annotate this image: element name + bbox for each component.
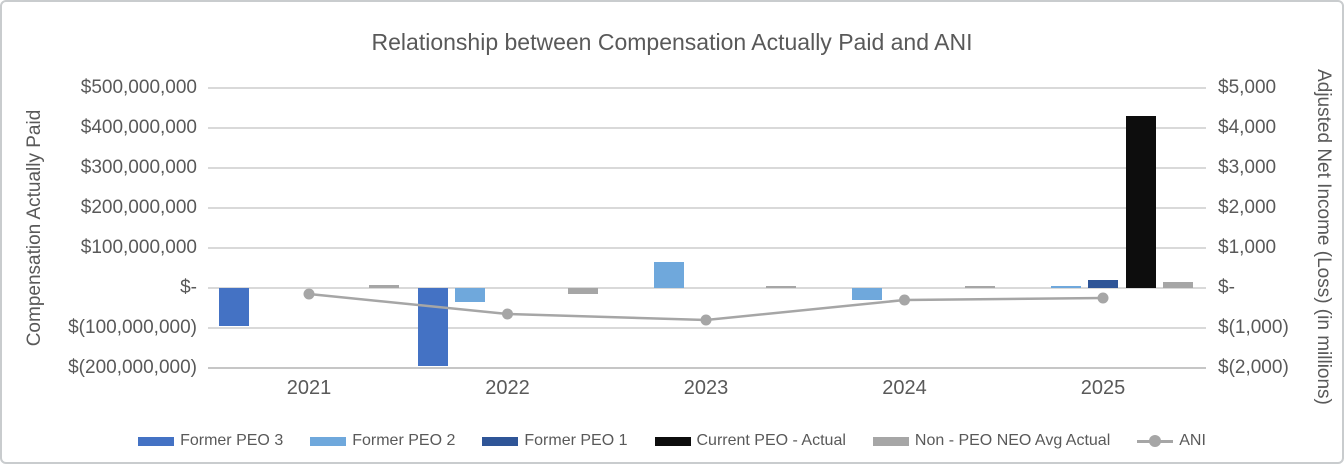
legend-item-ani: ANI [1137,432,1206,450]
legend-label: Former PEO 1 [524,432,627,450]
legend-bar-swatch [482,437,518,446]
legend-item-former-peo-2: Former PEO 2 [310,432,455,450]
ani-marker [899,295,910,306]
ani-marker [701,315,712,326]
ani-marker [502,309,513,320]
left-axis-tick: $- [32,277,197,299]
chart-title: Relationship between Compensation Actual… [2,29,1342,56]
legend-item-non-peo-neo-avg-actual: Non - PEO NEO Avg Actual [873,432,1110,450]
plot-area [208,88,1206,368]
left-axis-tick: $(100,000,000) [32,317,197,339]
legend-bar-swatch [138,437,174,446]
legend-label: Current PEO - Actual [697,432,846,450]
ani-marker [304,289,315,300]
right-axis-tick: $2,000 [1218,197,1338,219]
chart-canvas: Relationship between Compensation Actual… [0,0,1344,464]
left-axis-tick: $100,000,000 [32,237,197,259]
x-axis-label-2023: 2023 [661,377,751,400]
legend-label: Former PEO 3 [180,432,283,450]
left-axis-tick: $300,000,000 [32,157,197,179]
legend-line-swatch [1137,435,1173,447]
legend-label: Non - PEO NEO Avg Actual [915,432,1110,450]
legend-label: ANI [1179,432,1206,450]
right-axis-tick: $1,000 [1218,237,1338,259]
right-axis-tick: $- [1218,277,1338,299]
left-axis-tick: $200,000,000 [32,197,197,219]
right-axis-tick: $4,000 [1218,117,1338,139]
legend-line-marker [1149,435,1161,447]
right-axis-tick: $(2,000) [1218,357,1338,379]
x-axis-label-2024: 2024 [860,377,950,400]
legend-bar-swatch [873,437,909,446]
legend-label: Former PEO 2 [352,432,455,450]
right-axis-tick: $(1,000) [1218,317,1338,339]
left-axis-tick: $500,000,000 [32,77,197,99]
ani-line-series [208,88,1206,368]
legend-item-current-peo-actual: Current PEO - Actual [655,432,846,450]
legend-bar-swatch [310,437,346,446]
right-axis-tick: $5,000 [1218,77,1338,99]
x-axis-label-2025: 2025 [1058,377,1148,400]
legend-bar-swatch [655,437,691,446]
x-axis-label-2022: 2022 [463,377,553,400]
left-axis-tick: $400,000,000 [32,117,197,139]
legend-item-former-peo-1: Former PEO 1 [482,432,627,450]
legend-item-former-peo-3: Former PEO 3 [138,432,283,450]
ani-marker [1098,293,1109,304]
right-axis-tick: $3,000 [1218,157,1338,179]
left-axis-tick: $(200,000,000) [32,357,197,379]
legend: Former PEO 3 Former PEO 2 Former PEO 1 Curr… [2,430,1342,452]
x-axis-label-2021: 2021 [264,377,354,400]
